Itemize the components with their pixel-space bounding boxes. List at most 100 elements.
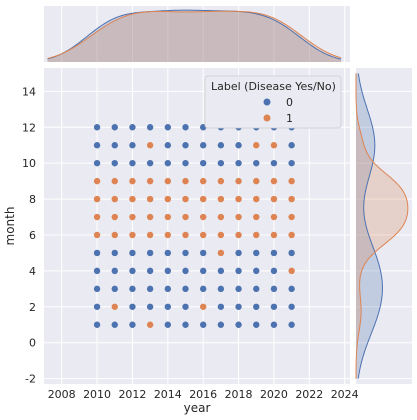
y-axis-label: month [3,207,17,246]
data-point-label-1 [129,195,136,203]
x-tick-label: 2010 [83,388,111,401]
x-axis-label: year [184,401,211,415]
right-kde-series-0-area [356,73,383,379]
data-point-label-0 [111,285,118,293]
data-point-label-1 [182,195,189,203]
data-point-label-0 [235,303,242,310]
data-point-label-0 [146,124,154,131]
data-point-label-1 [146,177,154,185]
x-tick-label: 2024 [331,388,359,401]
data-point-label-0 [217,142,225,149]
data-point-label-1 [235,213,242,221]
data-point-label-1 [93,213,101,221]
data-point-label-0 [111,142,118,149]
data-point-label-0 [164,285,172,293]
data-point-label-0 [129,285,136,293]
data-point-label-0 [129,267,136,275]
data-point-label-1 [164,231,172,239]
data-point-label-0 [270,159,278,167]
legend-label-1: 1 [286,112,293,125]
y-tick-label: 4 [29,265,36,278]
data-point-label-0 [253,285,260,293]
data-point-label-1 [111,177,118,185]
right-kde-series-1-line [355,73,409,379]
x-tick-label: 2022 [295,388,323,401]
data-point-label-0 [164,142,172,149]
data-point-label-1 [146,231,154,239]
data-point-label-1 [217,231,225,239]
y-tick-label: 6 [29,229,36,242]
data-point-label-1 [253,231,260,239]
data-point-label-0 [288,321,295,328]
data-point-label-1 [288,177,295,185]
legend-box [204,75,342,129]
top-kde-series-0-line [47,9,342,60]
y-tick-label: 10 [22,157,36,170]
data-point-label-0 [93,124,101,131]
y-tick-label: 0 [29,337,36,350]
data-point-label-0 [253,321,260,328]
right-marginal-kde [355,68,412,384]
data-point-label-0 [93,249,101,257]
top-kde-series-1-line [47,10,342,59]
data-point-label-0 [270,303,278,310]
data-point-label-0 [199,267,207,275]
x-tick-label: 2016 [189,388,217,401]
data-point-label-0 [93,267,101,275]
data-point-label-1 [129,177,136,185]
y-tick-label: 2 [29,301,36,314]
data-point-label-0 [182,303,189,310]
data-point-label-1 [199,231,207,239]
x-tick-label: 2018 [225,388,253,401]
data-point-label-1 [199,213,207,221]
data-point-label-1 [111,195,118,203]
data-point-label-0 [288,249,295,257]
data-point-label-0 [164,321,172,328]
data-point-label-1 [164,213,172,221]
data-point-label-0 [146,249,154,257]
data-point-label-0 [146,159,154,167]
data-point-label-1 [217,213,225,221]
data-point-label-0 [146,303,154,310]
data-point-label-0 [93,142,101,149]
data-point-label-0 [199,321,207,328]
data-point-label-0 [129,124,136,131]
data-point-label-0 [235,159,242,167]
data-point-label-1 [288,267,295,275]
data-point-label-0 [235,285,242,293]
data-point-label-1 [182,213,189,221]
legend: Label (Disease Yes/No) 0 1 [204,75,342,129]
data-point-label-0 [235,267,242,275]
data-point-label-0 [217,321,225,328]
data-point-label-1 [111,213,118,221]
data-point-label-1 [270,177,278,185]
legend-marker-0 [263,98,271,106]
data-point-label-1 [253,142,260,149]
data-point-label-0 [288,303,295,310]
data-point-label-0 [182,124,189,131]
x-tick-label: 2008 [48,388,76,401]
data-point-label-0 [253,303,260,310]
data-point-label-0 [288,159,295,167]
data-point-label-0 [164,249,172,257]
data-point-label-0 [199,285,207,293]
data-point-label-0 [111,124,118,131]
x-tick-label: 2020 [260,388,288,401]
data-point-label-1 [129,213,136,221]
top-marginal-kde [44,6,350,62]
data-point-label-1 [270,231,278,239]
data-point-label-0 [146,267,154,275]
data-point-label-1 [288,213,295,221]
data-point-label-0 [93,321,101,328]
data-point-label-1 [164,195,172,203]
data-point-label-1 [93,195,101,203]
data-point-label-0 [217,267,225,275]
data-point-label-0 [93,285,101,293]
data-point-label-0 [93,303,101,310]
data-point-label-1 [235,231,242,239]
data-point-label-1 [199,177,207,185]
data-point-label-0 [146,285,154,293]
data-point-label-1 [288,195,295,203]
data-point-label-0 [182,285,189,293]
